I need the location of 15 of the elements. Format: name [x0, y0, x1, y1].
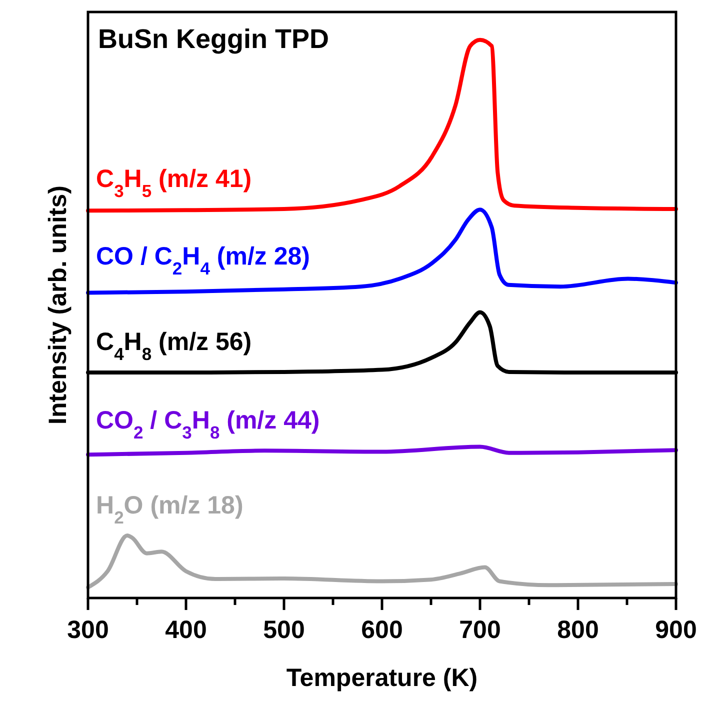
x-tick-label: 900 [655, 616, 697, 644]
x-tick-label: 500 [263, 616, 305, 644]
series-label: CO / C$_{2}$H$_{4}$ (m/z 28) [96, 242, 310, 279]
series-label: C$_{3}$H$_{5}$ (m/z 41) [96, 165, 252, 202]
series-label: H$_{2}$O (m/z 18) [96, 491, 244, 528]
x-tick-label: 300 [67, 616, 109, 644]
x-tick-label: 800 [557, 616, 599, 644]
x-axis-title: Temperature (K) [286, 664, 478, 692]
y-axis-title: Intensity (arb. units) [44, 186, 72, 424]
x-tick-label: 600 [361, 616, 403, 644]
chart-title: BuSn Keggin TPD [98, 24, 329, 54]
x-tick-label: 400 [165, 616, 207, 644]
series-label: CO$_{2}$ / C$_{3}$H$_{8}$ (m/z 44) [96, 406, 320, 443]
series-label: C$_{4}$H$_{8}$ (m/z 56) [96, 328, 252, 364]
x-tick-label: 700 [459, 616, 501, 644]
